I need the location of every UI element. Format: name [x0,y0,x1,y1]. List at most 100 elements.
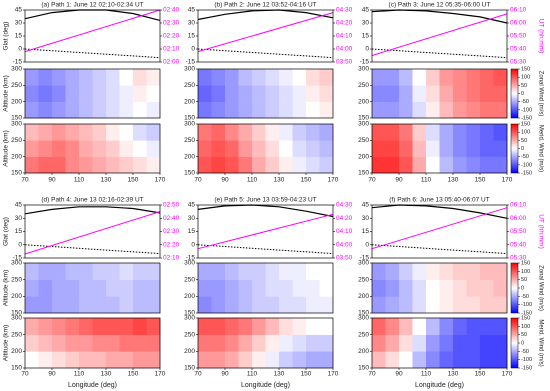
heat-cell [399,69,413,86]
heat-cell [238,334,253,352]
heat-cell [399,296,413,314]
y2-tick-label: 04:30 [336,202,353,209]
y2-tick-label: 04:00 [336,46,353,53]
x-axis-label: Longitude (deg) [415,382,464,389]
colorbar-tick-label: -150 [521,310,532,316]
heat-cell [439,124,454,141]
y-tick-label: 30 [362,20,370,27]
x-axis-label: Longitude (deg) [68,382,117,389]
y-tick-label: 300 [358,66,369,73]
heat-cell [480,263,494,280]
y-tick-label: 0 [18,46,22,53]
heat-cell [453,296,467,314]
y-axis-label: Altitude (km) [3,270,10,306]
heat-cell [412,156,427,174]
data-line [24,244,161,255]
x-tick-label: 170 [155,371,166,378]
heat-cell [412,279,427,297]
heat-cell [426,263,440,280]
y-tick-label: -15 [13,255,23,262]
heat-cell [65,279,80,297]
heat-cell [399,334,413,352]
colorbar-tick-label: 150 [521,260,530,266]
heat-cell [319,124,334,141]
heat-cell [306,69,320,86]
x-tick-label: 150 [301,371,312,378]
y2-tick-label: 05:30 [510,255,527,262]
y-tick-label: 200 [11,348,22,355]
axes-frame [24,204,161,259]
heat-cell [146,69,161,86]
panel-title: (e) Path 5: June 13 03:59-04:23 UT [214,197,316,204]
data-line [371,48,508,59]
heat-cell [319,85,334,102]
heat-cell [38,156,53,174]
y-tick-label: 30 [188,215,196,222]
x-tick-label: 170 [502,177,513,184]
heat-cell [146,156,161,174]
y-tick-label: 0 [18,241,22,248]
colorbar-tick-label: 100 [521,130,530,136]
heat-cell [25,296,39,314]
heat-cell [385,296,400,314]
heat-cell [453,334,467,352]
x-tick-label: 130 [448,371,459,378]
heat-cell [439,279,454,297]
heat-cell [306,85,320,102]
heat-cell [146,140,161,157]
heat-cell [198,101,212,119]
heat-cell [426,279,440,297]
heat-cell [79,296,93,314]
heat-cell [133,334,147,352]
heat-cell [52,85,66,102]
y-tick-label: 150 [184,170,195,177]
heat-cell [65,69,80,86]
colorbar-tick-label: 150 [521,315,530,321]
heat-cell [92,85,107,102]
x-tick-label: 70 [21,371,29,378]
y-axis-label: Altitude (km) [3,130,10,166]
heat-cell [265,85,280,102]
heat-cell [319,101,334,119]
y-tick-label: 300 [11,66,22,73]
heat-cell [198,263,212,280]
y-tick-label: 150 [11,365,22,372]
y-tick-label: 15 [362,33,370,40]
y-tick-label: 300 [11,121,22,128]
heat-cell [252,156,266,174]
axes-frame [197,9,334,63]
heat-cell [292,69,307,86]
y2-tick-label: 05:40 [510,46,527,53]
heat-cell [52,69,66,86]
heat-cell [79,334,93,352]
x-tick-label: 150 [475,177,486,184]
colorbar-tick-label: 0 [521,340,524,346]
colorbar [510,317,519,369]
heat-cell [25,351,39,369]
heat-cell [372,140,386,157]
heat-cell [306,140,320,157]
heat-cell [453,263,467,280]
heat-cell [92,101,107,119]
heat-cell [412,334,427,352]
x-axis-label: Longitude (deg) [241,382,290,389]
heat-cell [198,318,212,335]
heat-cell [279,156,293,174]
heat-cell [146,334,161,352]
panel-title: (d) Path 4: June 13 02:16-02:39 UT [41,197,143,204]
heat-cell [279,279,293,297]
heat-cell [265,279,280,297]
heat-cell [372,296,386,314]
y-tick-label: 250 [11,137,22,144]
heat-cell [79,124,93,141]
heat-cell [198,69,212,86]
heat-cell [439,318,454,335]
heat-cell [198,140,212,157]
heat-cell [439,334,454,352]
y-axis-label: Altitude (km) [3,75,10,111]
x-tick-label: 130 [274,371,285,378]
heat-cell [453,124,467,141]
heat-cell [372,85,386,102]
heat-cell [238,156,253,174]
data-line [24,9,161,53]
